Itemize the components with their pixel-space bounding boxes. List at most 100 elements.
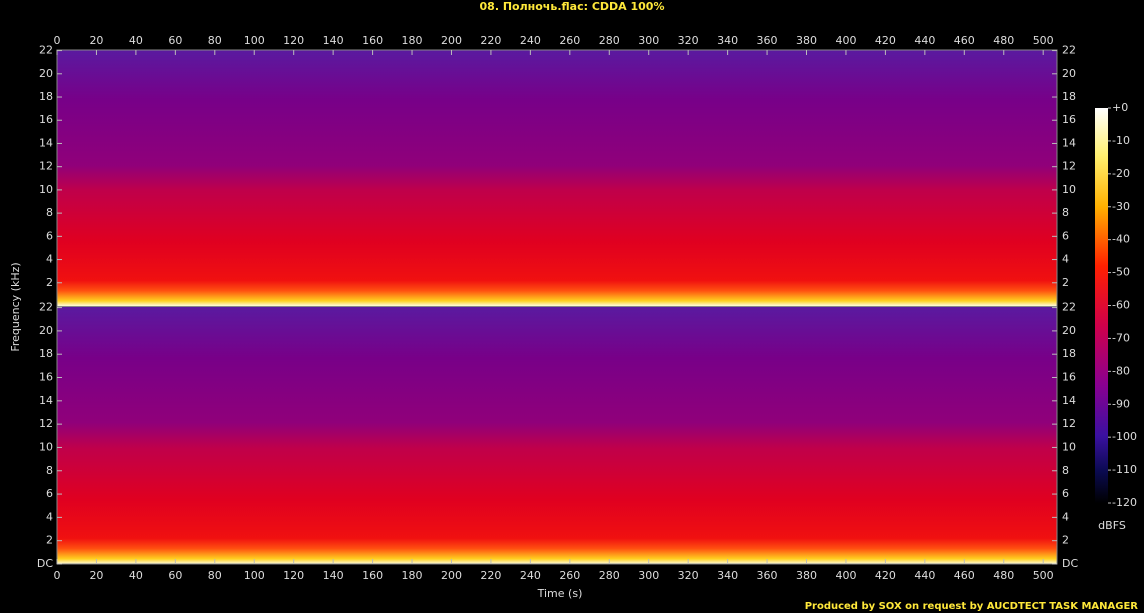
x-tick-label: 200 bbox=[441, 569, 462, 582]
y-tick-label: 18 bbox=[39, 347, 53, 360]
y-tick-label: 20 bbox=[39, 67, 53, 80]
y-tick-label: 16 bbox=[1062, 371, 1076, 384]
y-tick-label: 2 bbox=[1062, 534, 1069, 547]
spectrogram-image bbox=[57, 307, 1057, 564]
x-tick-label: 420 bbox=[875, 569, 896, 582]
y-tick-label: 16 bbox=[39, 371, 53, 384]
x-tick-label: 20 bbox=[89, 34, 103, 47]
y-tick-label: 10 bbox=[39, 440, 53, 453]
x-tick-label: 300 bbox=[638, 34, 659, 47]
x-tick-label: 260 bbox=[559, 569, 580, 582]
x-tick-label: 380 bbox=[796, 569, 817, 582]
x-tick-label: 240 bbox=[520, 34, 541, 47]
y-tick-label: 6 bbox=[46, 487, 53, 500]
y-tick-label: 10 bbox=[39, 183, 53, 196]
colorbar-tick-label: -110 bbox=[1112, 463, 1137, 476]
x-tick-label: 480 bbox=[993, 569, 1014, 582]
y-tick-label: 14 bbox=[39, 394, 53, 407]
x-tick-label: 180 bbox=[402, 569, 423, 582]
y-tick-label: 12 bbox=[39, 417, 53, 430]
x-tick-label: 80 bbox=[208, 34, 222, 47]
colorbar-tick-label: -60 bbox=[1112, 299, 1130, 312]
y-tick-label: 4 bbox=[46, 253, 53, 266]
y-axis-label: Frequency (kHz) bbox=[9, 262, 22, 351]
x-tick-label: 480 bbox=[993, 34, 1014, 47]
y-tick-label: 6 bbox=[1062, 229, 1069, 242]
x-tick-label: 140 bbox=[323, 34, 344, 47]
x-tick-label: 500 bbox=[1033, 34, 1054, 47]
x-tick-label: 460 bbox=[954, 569, 975, 582]
y-tick-label: 22 bbox=[1062, 301, 1076, 314]
y-tick-label: 2 bbox=[46, 534, 53, 547]
y-tick-label: 20 bbox=[39, 324, 53, 337]
x-tick-label: 60 bbox=[168, 34, 182, 47]
y-tick-label: 10 bbox=[1062, 183, 1076, 196]
x-tick-label: 400 bbox=[835, 569, 856, 582]
x-tick-label: 0 bbox=[54, 34, 61, 47]
y-tick-label: DC bbox=[37, 557, 53, 570]
colorbar-tick-label: -80 bbox=[1112, 364, 1130, 377]
y-tick-label: 2 bbox=[46, 276, 53, 289]
y-tick-label: 2 bbox=[1062, 276, 1069, 289]
y-tick-label: 18 bbox=[1062, 90, 1076, 103]
x-tick-label: 280 bbox=[599, 34, 620, 47]
y-tick-label: 6 bbox=[1062, 487, 1069, 500]
colorbar-tick-label: -40 bbox=[1112, 233, 1130, 246]
colorbar-tick-label: -90 bbox=[1112, 397, 1130, 410]
y-tick-label: 20 bbox=[1062, 67, 1076, 80]
colorbar-tick-label: -120 bbox=[1112, 496, 1137, 509]
colorbar-tick-label: -70 bbox=[1112, 331, 1130, 344]
x-tick-label: 280 bbox=[599, 569, 620, 582]
x-tick-label: 100 bbox=[244, 569, 265, 582]
x-tick-label: 360 bbox=[757, 569, 778, 582]
x-axis-label: Time (s) bbox=[537, 587, 583, 600]
colorbar-tick-label: -10 bbox=[1112, 134, 1130, 147]
y-tick-label: 16 bbox=[39, 113, 53, 126]
x-tick-label: 160 bbox=[362, 34, 383, 47]
x-tick-label: 500 bbox=[1033, 569, 1054, 582]
colorbar-tick-label: -20 bbox=[1112, 167, 1130, 180]
x-tick-label: 220 bbox=[480, 34, 501, 47]
x-tick-label: 220 bbox=[480, 569, 501, 582]
x-tick-label: 40 bbox=[129, 569, 143, 582]
x-tick-label: 320 bbox=[678, 569, 699, 582]
y-tick-label: 18 bbox=[39, 90, 53, 103]
y-tick-label: 22 bbox=[39, 44, 53, 57]
x-tick-label: 340 bbox=[717, 569, 738, 582]
x-tick-label: 180 bbox=[402, 34, 423, 47]
y-tick-label: 12 bbox=[1062, 160, 1076, 173]
y-tick-label: 14 bbox=[1062, 136, 1076, 149]
colorbar-tick-label: +0 bbox=[1112, 101, 1128, 114]
x-tick-label: 20 bbox=[89, 569, 103, 582]
y-tick-label: 22 bbox=[39, 301, 53, 314]
x-tick-label: 440 bbox=[914, 569, 935, 582]
x-tick-label: 100 bbox=[244, 34, 265, 47]
y-tick-label: 14 bbox=[39, 136, 53, 149]
x-tick-label: 120 bbox=[283, 34, 304, 47]
spectrogram-image bbox=[57, 50, 1057, 306]
x-tick-label: 40 bbox=[129, 34, 143, 47]
y-tick-label: DC bbox=[1062, 557, 1078, 570]
y-tick-label: 18 bbox=[1062, 347, 1076, 360]
y-tick-label: 20 bbox=[1062, 324, 1076, 337]
x-tick-label: 440 bbox=[914, 34, 935, 47]
y-tick-label: 8 bbox=[46, 464, 53, 477]
y-tick-label: 4 bbox=[1062, 253, 1069, 266]
y-tick-label: 6 bbox=[46, 229, 53, 242]
x-tick-label: 400 bbox=[835, 34, 856, 47]
footer: Produced by SOX on request by AUCDTECT T… bbox=[805, 601, 1139, 612]
x-tick-label: 360 bbox=[757, 34, 778, 47]
y-tick-label: 22 bbox=[1062, 44, 1076, 57]
x-tick-label: 80 bbox=[208, 569, 222, 582]
colorbar-tick-label: -30 bbox=[1112, 200, 1130, 213]
x-tick-label: 0 bbox=[54, 569, 61, 582]
x-tick-label: 60 bbox=[168, 569, 182, 582]
x-tick-label: 160 bbox=[362, 569, 383, 582]
chart-title: 08. Полночь.flac: CDDA 100% bbox=[480, 0, 665, 13]
x-tick-label: 260 bbox=[559, 34, 580, 47]
y-tick-label: 8 bbox=[46, 206, 53, 219]
x-tick-label: 120 bbox=[283, 569, 304, 582]
x-tick-label: 420 bbox=[875, 34, 896, 47]
